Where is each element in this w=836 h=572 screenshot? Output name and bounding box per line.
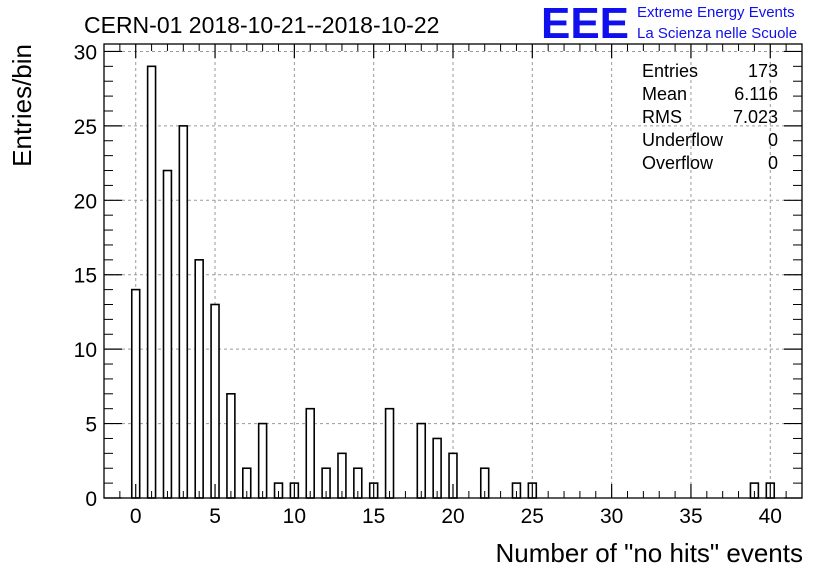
y-axis-label: Entries/bin [7,44,37,167]
x-tick-labels: 0 5 10 15 20 25 30 35 40 [130,505,782,528]
stats-label: Mean [642,84,687,104]
logo-line-1: Extreme Energy Events [637,4,795,21]
stats-box: Entries 173 Mean 6.116 RMS 7.023 Underflow 0 Ove… [642,61,778,173]
y-tick-label: 30 [74,41,97,64]
y-tick-labels: 0 5 10 15 20 25 30 [74,41,97,511]
x-tick-label: 15 [362,505,385,528]
x-tick-label: 5 [209,505,221,528]
histogram-bar [178,125,189,499]
stats-label: Underflow [642,130,724,150]
histogram-bar [162,169,173,499]
histogram-bar [226,393,236,499]
eee-logo: EEE Extreme Energy Events La Scienza nel… [541,0,797,48]
stats-value: 6.116 [734,84,778,104]
stats-label: RMS [642,107,682,127]
histogram-bar [257,422,268,499]
histogram-bar [432,437,442,499]
histogram-bar [305,407,315,499]
grid-lines [104,44,802,498]
stats-label: Entries [642,61,698,81]
stats-value: 0 [768,130,778,150]
x-tick-label: 20 [441,505,464,528]
histogram-bar [194,259,204,499]
stats-label: Overflow [642,153,714,173]
stats-value: 7.023 [733,107,778,127]
x-tick-label: 35 [679,505,702,528]
y-tick-label: 10 [74,339,97,362]
chart-title: CERN-01 2018-10-21--2018-10-22 [84,12,439,38]
y-tick-label: 20 [74,190,97,213]
x-tick-label: 40 [759,505,782,528]
histogram-bars [130,65,776,499]
stats-value: 0 [768,153,778,173]
x-tick-label: 30 [600,505,623,528]
y-tick-label: 0 [85,488,97,511]
y-tick-label: 5 [85,414,97,437]
histogram-bar [416,422,427,499]
x-axis-label: Number of "no hits" events [496,538,804,568]
stats-value: 173 [748,61,778,81]
histogram-bar [130,288,141,499]
histogram-bar [146,65,157,499]
histogram-bar [384,407,395,499]
logo-line-2: La Scienza nelle Scuole [637,25,797,42]
x-tick-label: 0 [130,505,142,528]
y-tick-label: 25 [74,116,97,139]
histogram-bar [210,303,220,499]
x-tick-label: 10 [283,505,306,528]
y-tick-label: 15 [74,265,97,288]
axis-ticks [103,44,803,499]
eee-logo-mark: EEE [541,0,629,48]
x-tick-label: 25 [521,505,544,528]
